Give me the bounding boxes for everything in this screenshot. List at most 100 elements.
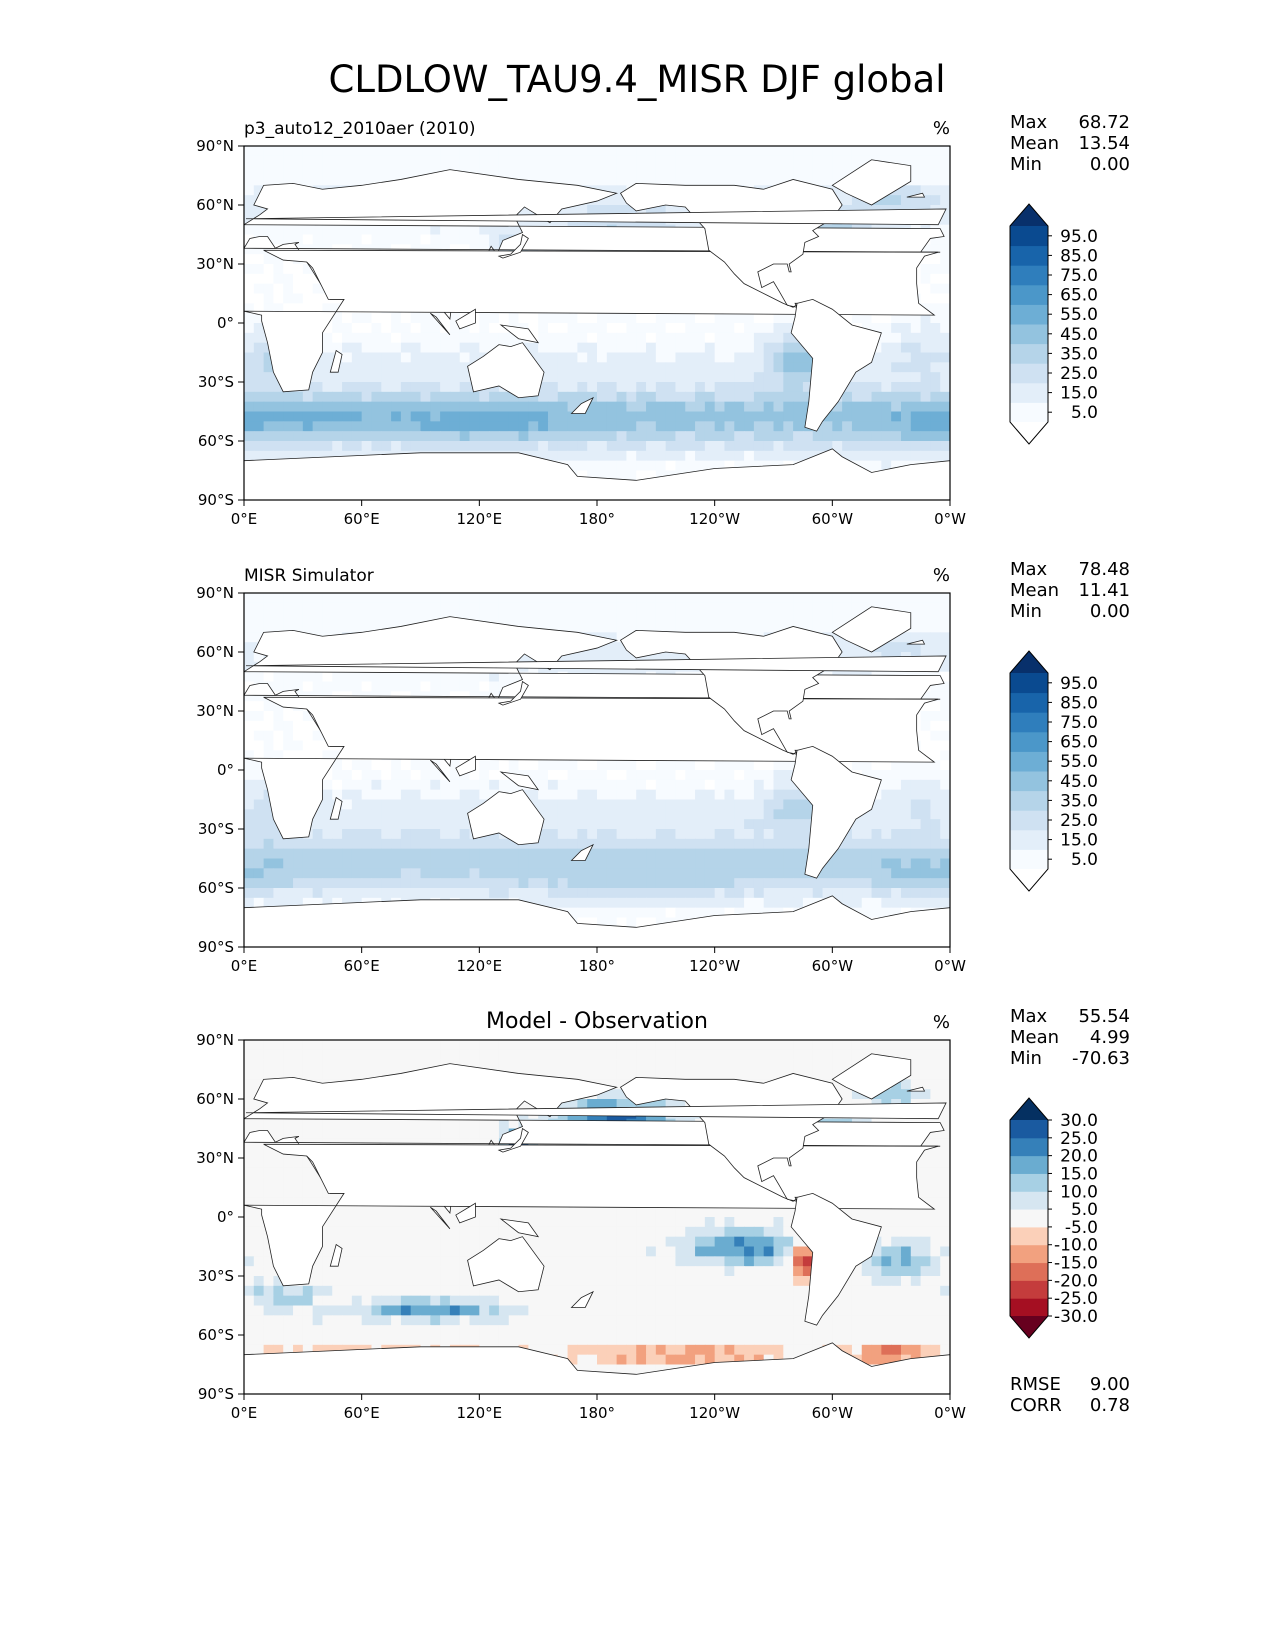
data-cell [263,740,275,751]
data-cell [714,313,726,324]
data-cell [665,622,677,633]
data-cell [773,593,784,604]
data-cell [244,809,255,820]
data-cell [655,431,667,442]
data-cell [724,431,735,442]
data-cell [861,848,873,860]
data-cell [910,897,922,909]
data-cell [881,155,892,167]
data-cell [636,431,647,442]
data-cell [253,155,265,167]
data-cell [410,352,422,363]
data-cell [597,888,608,899]
data-cell [773,155,784,167]
data-cell [391,441,402,452]
data-cell [449,888,461,899]
data-cell [940,155,950,167]
data-cell [636,622,647,633]
data-cell [332,234,343,245]
data-cell [675,602,686,614]
data-cell [930,450,941,462]
data-cell [508,878,520,889]
data-cell [704,593,716,604]
data-cell [940,411,950,422]
data-cell [273,283,284,295]
data-cell [636,362,647,373]
data-cell [900,401,912,413]
data-cell [900,858,912,869]
data-cell [920,612,931,624]
data-cell [724,401,735,413]
data-cell [342,681,353,692]
data-cell [253,720,265,732]
colorbar-outline [1009,203,1049,445]
data-cell [410,165,422,177]
data-cell [616,848,628,860]
data-cell [557,411,569,422]
data-cell [508,612,520,624]
data-cell [430,362,441,373]
data-cell [547,593,559,604]
data-cell [381,878,392,889]
data-cell [577,838,588,850]
data-cell [920,283,931,295]
data-cell [400,323,412,334]
data-cell [930,391,941,403]
data-cell [891,352,902,363]
data-cell [753,391,765,403]
data-cell [783,362,794,373]
data-cell [920,273,931,285]
data-cell [302,720,314,732]
data-cell [302,431,314,442]
data-cell [842,313,853,324]
data-cell [606,185,618,196]
data-cell [910,809,922,820]
data-cell [557,622,569,633]
data-cell [655,146,667,157]
data-cell [881,146,892,157]
data-cell [616,352,628,363]
data-cell [391,342,402,354]
data-cell [479,411,490,422]
data-cell [469,342,480,354]
data-cell [312,740,324,751]
data-cell [420,342,431,354]
data-cell [616,642,628,653]
data-cell [332,779,343,791]
data-cell [783,382,794,393]
data-cell [508,441,520,452]
data-cell [538,382,549,393]
data-cell [410,789,422,801]
data-cell [547,858,559,869]
data-cell [665,421,677,432]
data-cell [538,593,549,604]
data-cell [773,622,784,633]
data-cell [665,155,677,167]
data-cell [783,829,794,840]
data-cell [940,234,950,245]
data-cell [479,332,490,344]
data-cell [606,809,618,820]
data-cell [724,146,735,157]
data-cell [547,165,559,177]
data-cell [665,779,677,791]
data-cell [557,155,569,167]
data-cell [361,809,373,820]
data-cell [802,175,814,186]
data-cell [547,888,559,899]
data-cell [783,332,794,344]
data-cell [753,612,765,624]
data-cell [626,622,637,633]
data-cell [910,593,922,604]
data-cell [449,401,461,413]
data-cell [577,352,588,363]
data-cell [371,612,382,624]
data-cell [547,352,559,363]
data-cell [910,760,922,771]
data-cell [312,421,324,432]
data-cell [351,441,363,452]
data-cell [842,848,853,860]
data-cell [498,313,510,324]
data-cell [724,779,735,791]
data-cell [253,254,265,265]
